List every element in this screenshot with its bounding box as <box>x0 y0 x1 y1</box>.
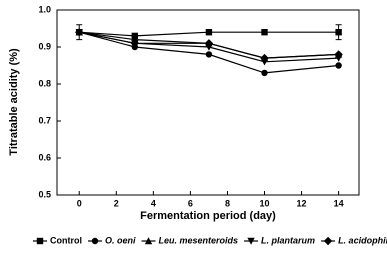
y-tick-label: 0.8 <box>38 78 51 88</box>
marker <box>261 29 268 36</box>
legend-marker <box>36 237 44 245</box>
y-tick-label: 0.5 <box>38 189 51 199</box>
marker <box>335 29 342 36</box>
marker <box>205 51 213 58</box>
x-tick-label: 8 <box>225 198 230 208</box>
x-tick-label: 4 <box>151 198 156 208</box>
marker <box>260 53 269 63</box>
legend-marker <box>247 237 255 245</box>
plot-frame <box>56 9 360 196</box>
marker <box>75 28 84 37</box>
legend-marker <box>323 236 333 246</box>
y-axis-label: Titratable acidity (%) <box>8 48 20 156</box>
legend-label: Leu. mesenteroids <box>159 235 239 245</box>
legend-label: O. oeni <box>105 235 136 245</box>
x-tick-label: 10 <box>260 198 270 208</box>
legend-label: L. acidophilus <box>338 235 387 245</box>
y-tick-label: 0.7 <box>38 115 51 125</box>
marker <box>261 69 268 77</box>
x-tick-label: 2 <box>114 198 119 208</box>
y-tick-label: 0.9 <box>38 41 51 51</box>
y-tick-label: 0.6 <box>38 152 51 162</box>
legend-marker <box>91 237 99 245</box>
y-tick-label: 1.0 <box>38 4 51 14</box>
marker <box>130 39 140 48</box>
legend-label: Control <box>50 235 82 245</box>
legend-label: L. plantarum <box>261 235 315 245</box>
marker <box>334 50 343 59</box>
marker <box>335 62 342 69</box>
marker <box>205 29 213 36</box>
x-axis-label: Fermentation period (day) <box>140 210 276 222</box>
x-tick-label: 0 <box>77 198 82 208</box>
x-tick-label: 12 <box>297 198 307 208</box>
marker <box>204 39 214 48</box>
legend-marker <box>144 237 153 245</box>
x-tick-label: 6 <box>188 198 193 208</box>
x-tick-label: 14 <box>334 198 344 208</box>
